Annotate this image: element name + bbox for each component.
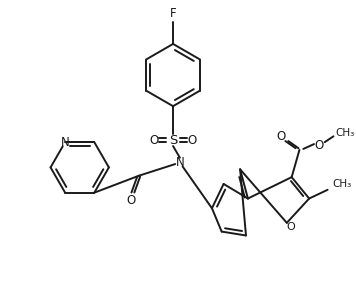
Text: O: O bbox=[276, 130, 286, 143]
Text: CH₃: CH₃ bbox=[335, 128, 355, 138]
Text: S: S bbox=[169, 134, 177, 147]
Text: F: F bbox=[170, 7, 176, 20]
Text: N: N bbox=[176, 156, 184, 169]
Text: O: O bbox=[149, 134, 158, 147]
Text: O: O bbox=[127, 194, 136, 208]
Text: O: O bbox=[314, 138, 324, 151]
Text: N: N bbox=[61, 136, 69, 149]
Text: O: O bbox=[188, 134, 197, 147]
Text: O: O bbox=[286, 222, 295, 232]
Text: CH₃: CH₃ bbox=[333, 179, 352, 189]
